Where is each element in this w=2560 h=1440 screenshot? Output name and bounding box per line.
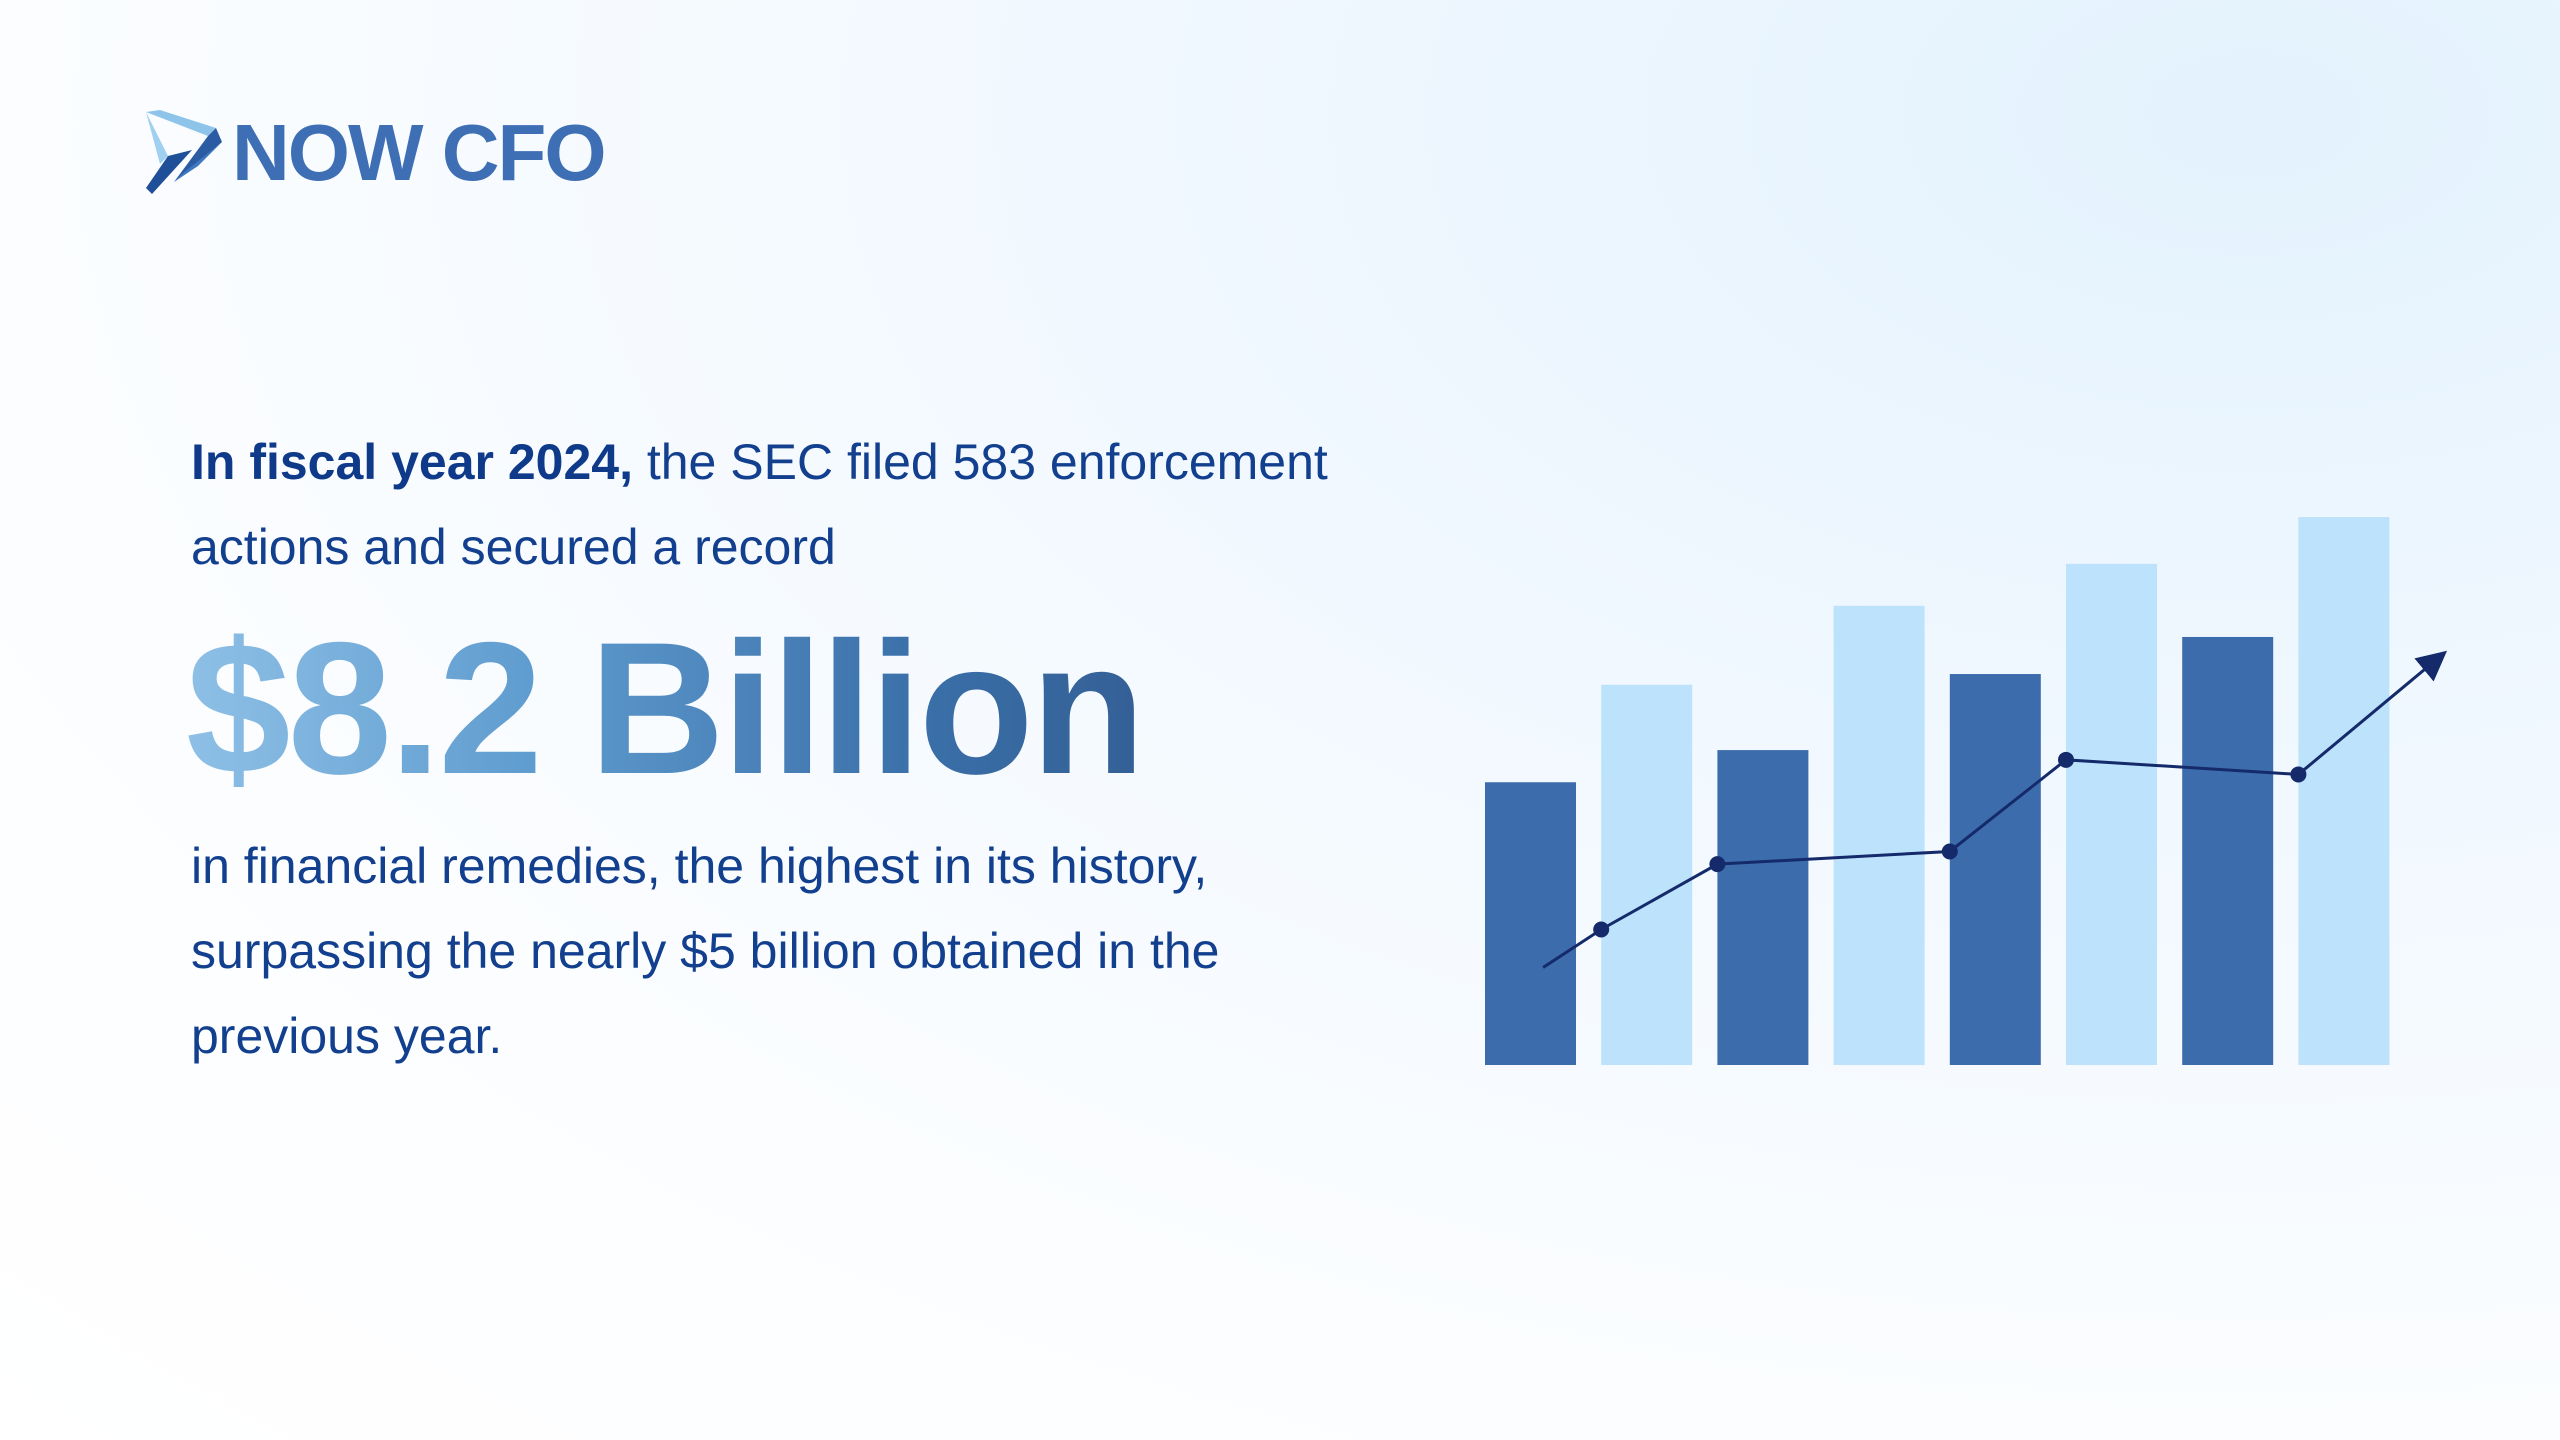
trend-point-2 — [1709, 856, 1726, 873]
chart-bar-1 — [1485, 782, 1576, 1065]
chart-bar-4 — [1833, 605, 1925, 1065]
chart-bar-7 — [2182, 636, 2274, 1065]
brand-name: NOW CFO — [232, 108, 607, 197]
chart-bar-8 — [2298, 517, 2390, 1065]
headline-tail: in financial remedies, the highest in it… — [191, 838, 1220, 1065]
brand-logo: NOW CFO — [138, 108, 607, 198]
headline-lead: In fiscal year 2024, the SEC filed 583 e… — [191, 420, 1421, 590]
trend-point-4 — [2058, 751, 2074, 768]
headline-lead-rest: the SEC filed 583 enforcement actions an… — [191, 434, 1328, 575]
now-cfo-logo-icon — [146, 110, 222, 194]
chart-bar-5 — [1949, 674, 2041, 1065]
chart-bar-3 — [1717, 750, 1809, 1065]
headline-block: In fiscal year 2024, the SEC filed 583 e… — [186, 420, 1421, 1079]
chart-bar-6 — [2066, 563, 2157, 1065]
trend-point-5 — [2290, 766, 2307, 783]
trend-point-1 — [1593, 921, 1610, 938]
bar-chart — [1485, 517, 2448, 1065]
chart-bar-2 — [1601, 684, 1693, 1065]
headline-lead-bold: In fiscal year 2024, — [191, 434, 633, 490]
headline-amount: $8.2 Billion — [186, 600, 1421, 816]
trend-point-3 — [1941, 843, 1958, 860]
